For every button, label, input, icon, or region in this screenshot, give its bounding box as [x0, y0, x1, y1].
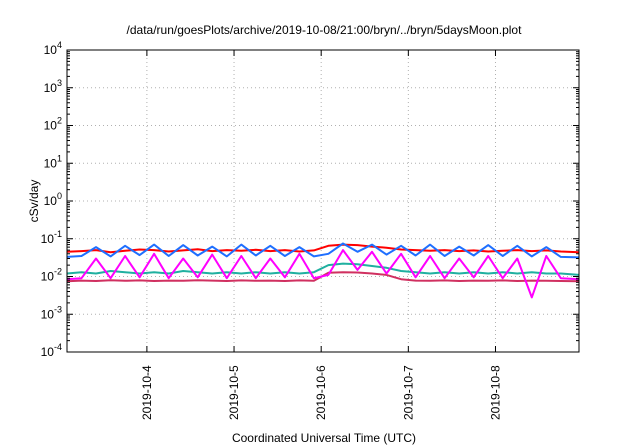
y-axis-ticks: 10-4 10-3 10-2 10-1 100 101 102 103 104	[41, 40, 579, 359]
x-tick-label: 2019-10-8	[488, 365, 502, 420]
y-tick-label: 101	[44, 153, 62, 170]
x-tick-label: 2019-10-7	[401, 365, 415, 420]
x-tick-label: 2019-10-6	[314, 365, 328, 420]
y-tick-label: 104	[44, 40, 62, 57]
x-axis-ticks: 2019-10-4 2019-10-5 2019-10-6 2019-10-7 2019…	[140, 50, 502, 420]
series-line-2	[66, 242, 580, 259]
grid	[67, 50, 579, 352]
y-tick-label: 10-1	[41, 229, 62, 246]
x-axis-label: Coordinated Universal Time (UTC)	[232, 431, 416, 445]
series-line-1	[66, 243, 580, 254]
x-tick-label: 2019-10-5	[227, 365, 241, 420]
series-line-5	[66, 249, 580, 299]
y-tick-label: 102	[44, 116, 62, 133]
y-tick-label: 103	[44, 78, 62, 95]
y-tick-label: 10-4	[41, 342, 62, 359]
x-tick-label: 2019-10-4	[140, 365, 154, 420]
y-tick-label: 10-2	[41, 267, 62, 284]
series-line-3	[66, 262, 580, 276]
chart-title: /data/run/goesPlots/archive/2019-10-08/2…	[127, 23, 523, 37]
y-axis-label: cSv/day	[27, 180, 41, 223]
series-group	[66, 242, 580, 299]
y-tick-label: 10-3	[41, 304, 62, 321]
y-tick-label: 100	[44, 191, 62, 208]
